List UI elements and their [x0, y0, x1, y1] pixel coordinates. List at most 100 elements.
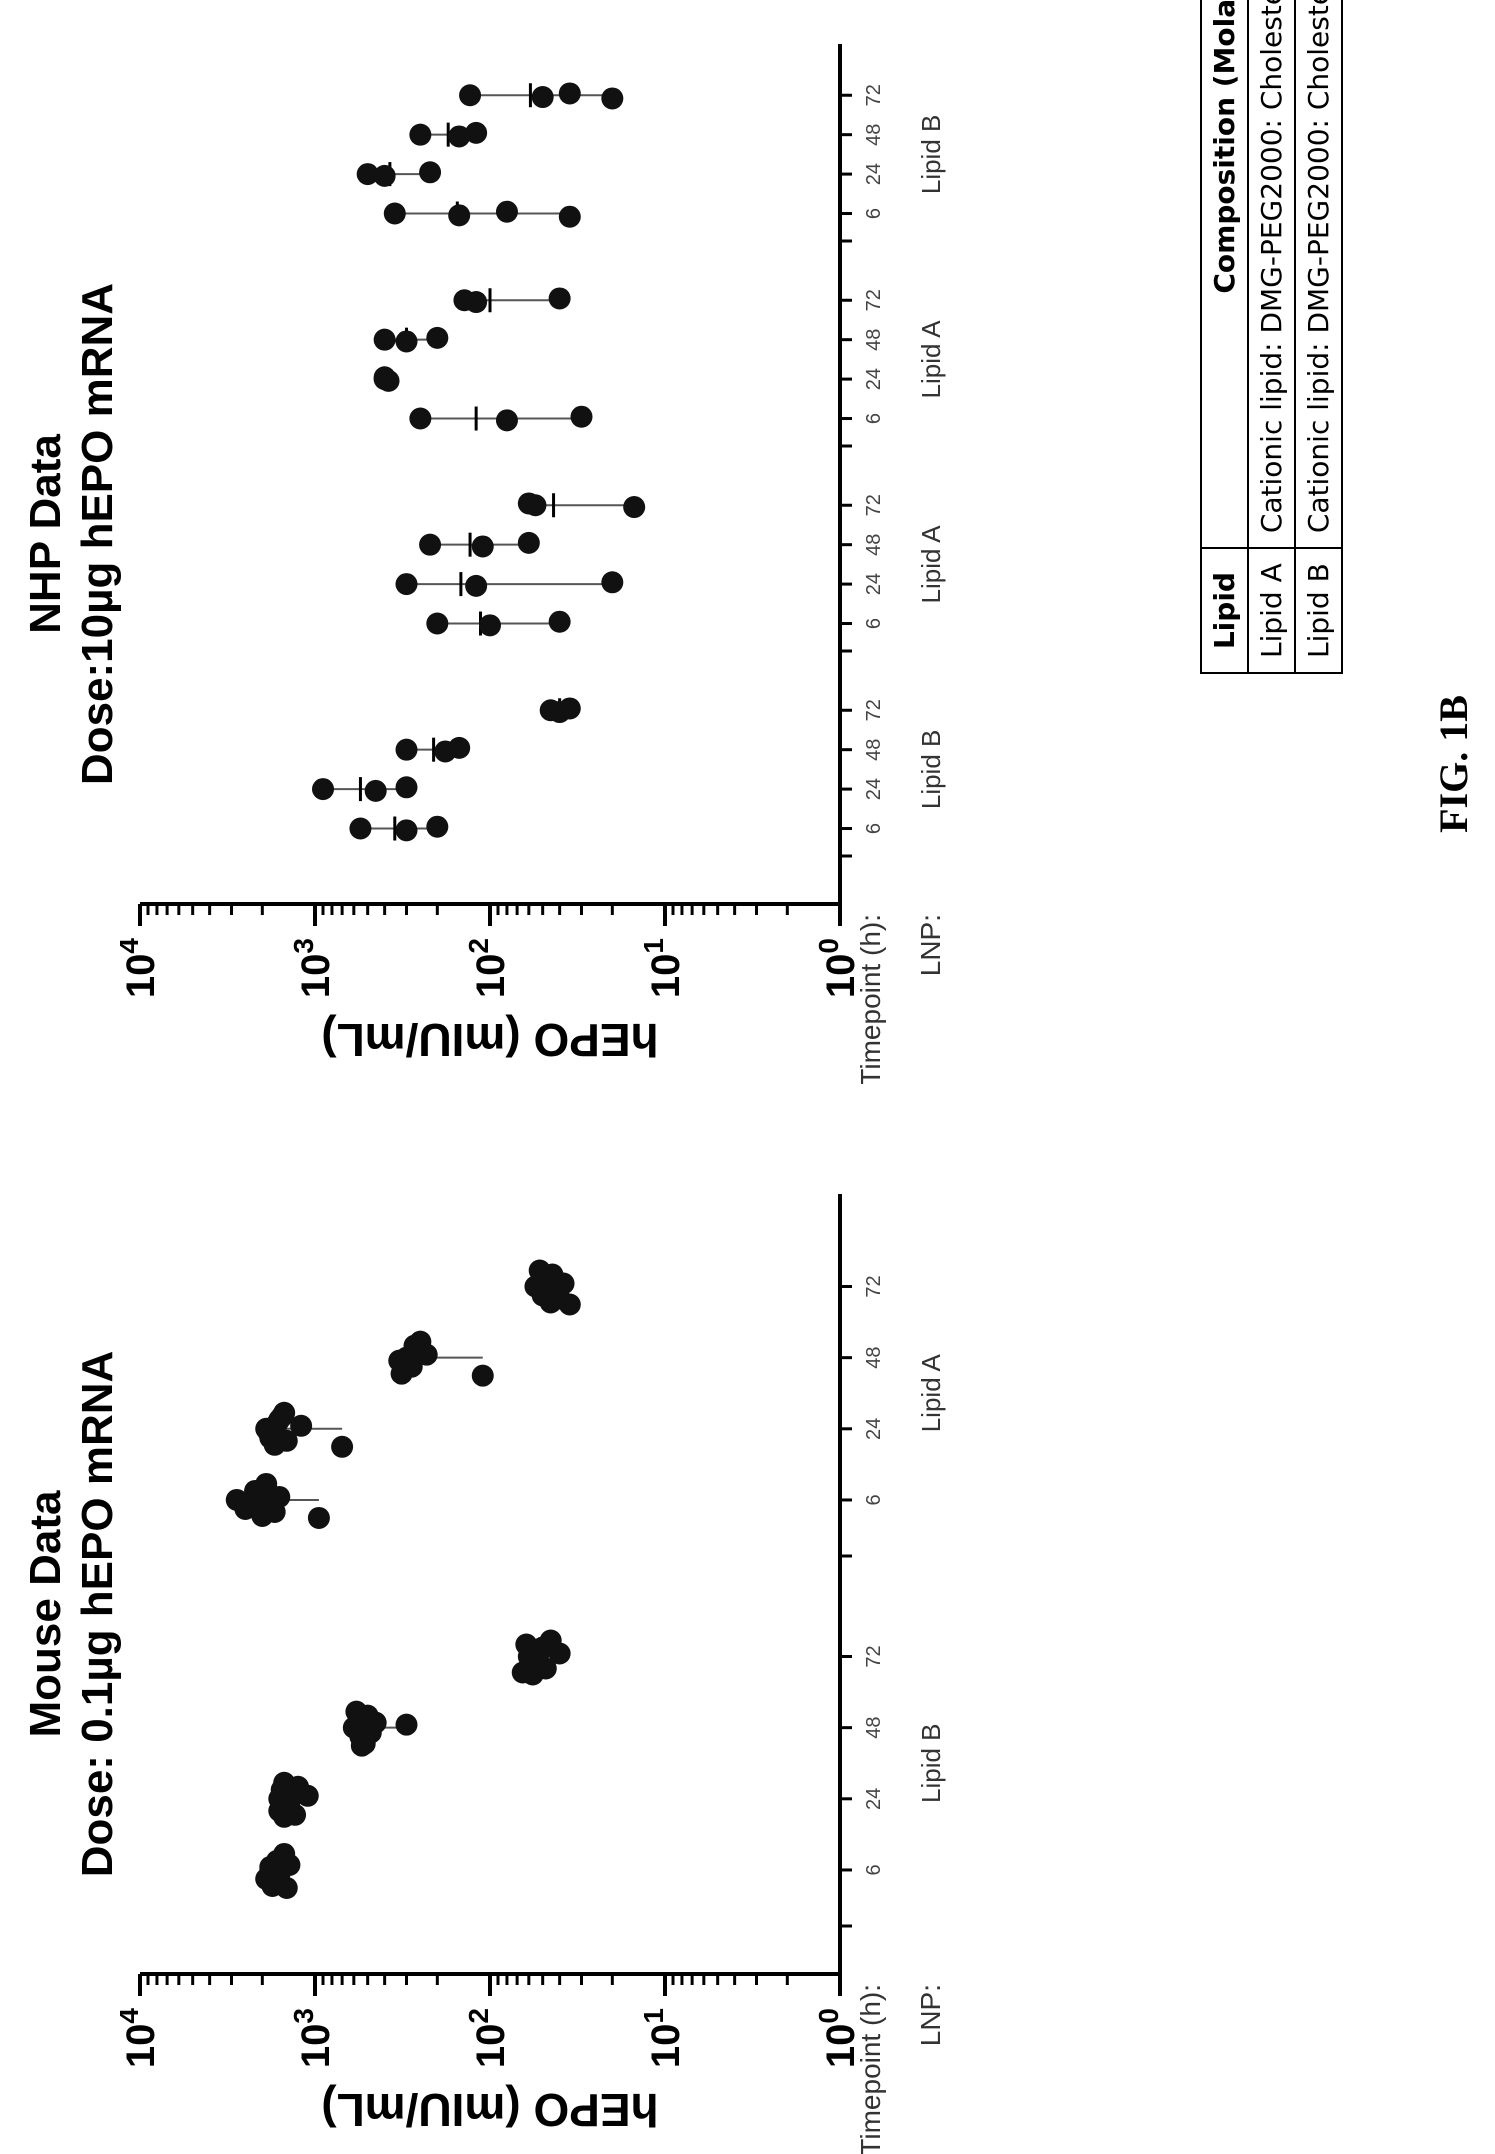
data-point: [465, 291, 488, 314]
data-point: [459, 84, 482, 107]
y-tick-exponent: 4: [120, 2008, 144, 2024]
data-point: [517, 531, 540, 554]
timepoint-label: 24: [863, 163, 885, 185]
data-point: [349, 817, 372, 840]
data-point: [395, 330, 418, 353]
y-tick-label: 101: [638, 938, 688, 998]
timepoint-label: 72: [863, 494, 885, 516]
y-tick-exponent: 2: [463, 2008, 494, 2024]
data-point: [558, 1293, 581, 1316]
data-point: [465, 121, 488, 144]
figure-label: FIG. 1B: [1431, 695, 1476, 833]
y-tick-exponent: 1: [638, 938, 669, 954]
data-point: [307, 1506, 330, 1529]
data-point: [290, 1414, 313, 1437]
lnp-group-label: Lipid A: [916, 525, 946, 604]
timepoint-label: 6: [863, 1494, 885, 1505]
y-tick-base: 10: [294, 954, 338, 999]
timepoint-label: 6: [863, 618, 885, 629]
table-cell-lipid: Lipid B: [1295, 548, 1342, 673]
timepoint-row-label: Timepoint (h):: [855, 914, 886, 1084]
data-point: [495, 200, 518, 223]
y-tick-exponent: 2: [463, 938, 494, 954]
table-cell-composition: Cationic lipid: DMG-PEG2000: Cholesterol…: [1248, 0, 1295, 549]
timepoint-label: 72: [863, 1275, 885, 1297]
y-tick-label: 104: [120, 938, 163, 999]
y-tick-label: 103: [288, 938, 338, 998]
data-point: [388, 1349, 411, 1372]
y-axis-label: hEPO (mIU/mL): [321, 2084, 658, 2136]
timepoint-label: 48: [863, 124, 885, 146]
data-point: [270, 1405, 293, 1428]
mouse-panel: Mouse Data Dose: 0.1µg hEPO mRNA hEPO (m…: [0, 1084, 1200, 2154]
y-tick-label: 102: [463, 938, 513, 998]
lnp-group-label: Lipid A: [916, 320, 946, 399]
y-tick-base: 10: [294, 2024, 338, 2069]
y-tick-label: 100: [813, 2008, 863, 2068]
table-cell-lipid: Lipid A: [1248, 548, 1295, 673]
data-point: [257, 1420, 280, 1443]
y-tick-base: 10: [469, 954, 513, 999]
timepoint-label: 24: [863, 573, 885, 595]
y-tick-base: 10: [644, 954, 688, 999]
timepoint-label: 48: [863, 739, 885, 761]
timepoint-row-label: Timepoint (h):: [855, 1984, 886, 2154]
data-point: [409, 407, 432, 430]
table-header-composition: Composition (Molar Ratio): [1201, 0, 1248, 549]
data-point: [383, 202, 406, 225]
data-point: [268, 1485, 291, 1508]
data-point: [395, 573, 418, 596]
y-tick-base: 10: [120, 954, 163, 999]
data-point: [558, 205, 581, 228]
table-row: Lipid A Cationic lipid: DMG-PEG2000: Cho…: [1248, 0, 1295, 673]
table-header-row: Lipid Composition (Molar Ratio): [1201, 0, 1248, 673]
data-point: [448, 125, 471, 148]
y-tick-label: 101: [638, 2008, 688, 2068]
data-point: [273, 1805, 296, 1828]
data-point: [448, 204, 471, 227]
data-point: [495, 409, 518, 432]
y-tick-exponent: 3: [288, 938, 319, 954]
mouse-chart-title: Mouse Data Dose: 0.1µg hEPO mRNA: [20, 1134, 124, 2094]
table-row: Lipid B Cationic lipid: DMG-PEG2000: Cho…: [1295, 0, 1342, 673]
lnp-group-label: Lipid B: [916, 730, 946, 810]
composition-table: Lipid Composition (Molar Ratio) Lipid A …: [1200, 0, 1343, 674]
data-point: [373, 328, 396, 351]
data-point: [623, 496, 646, 519]
timepoint-label: 6: [863, 823, 885, 834]
nhp-chart: hEPO (mIU/mL)100101102103104Timepoint (h…: [120, 44, 946, 1084]
mouse-title: Mouse Data: [21, 1490, 70, 1738]
nhp-subtitle: Dose:10µg hEPO mRNA: [73, 282, 122, 786]
data-point: [409, 123, 432, 146]
data-point: [331, 1435, 354, 1458]
data-point: [426, 612, 449, 635]
y-axis-label: hEPO (mIU/mL): [321, 1014, 658, 1066]
data-point: [552, 1272, 575, 1295]
y-tick-base: 10: [644, 2024, 688, 2069]
timepoint-label: 24: [863, 368, 885, 390]
mouse-chart: hEPO (mIU/mL)100101102103104Timepoint (h…: [120, 1194, 946, 2154]
lnp-group-label: Lipid B: [916, 1723, 946, 1803]
timepoint-label: 24: [863, 778, 885, 800]
nhp-chart-title: NHP Data Dose:10µg hEPO mRNA: [20, 44, 124, 1024]
data-point: [548, 287, 571, 310]
data-point: [426, 815, 449, 838]
y-tick-base: 10: [819, 954, 863, 999]
data-point: [364, 779, 387, 802]
timepoint-label: 24: [863, 1788, 885, 1810]
data-point: [558, 82, 581, 105]
y-tick-label: 103: [288, 2008, 338, 2068]
nhp-title: NHP Data: [21, 434, 70, 634]
data-point: [601, 87, 624, 110]
data-point: [570, 405, 593, 428]
timepoint-label: 72: [863, 1645, 885, 1667]
data-point: [426, 326, 449, 349]
timepoint-label: 6: [863, 413, 885, 424]
data-point: [448, 736, 471, 759]
timepoint-label: 72: [863, 84, 885, 106]
data-point: [548, 1642, 571, 1665]
data-point: [312, 778, 335, 801]
y-tick-exponent: 0: [813, 938, 844, 954]
data-point: [350, 1734, 373, 1757]
